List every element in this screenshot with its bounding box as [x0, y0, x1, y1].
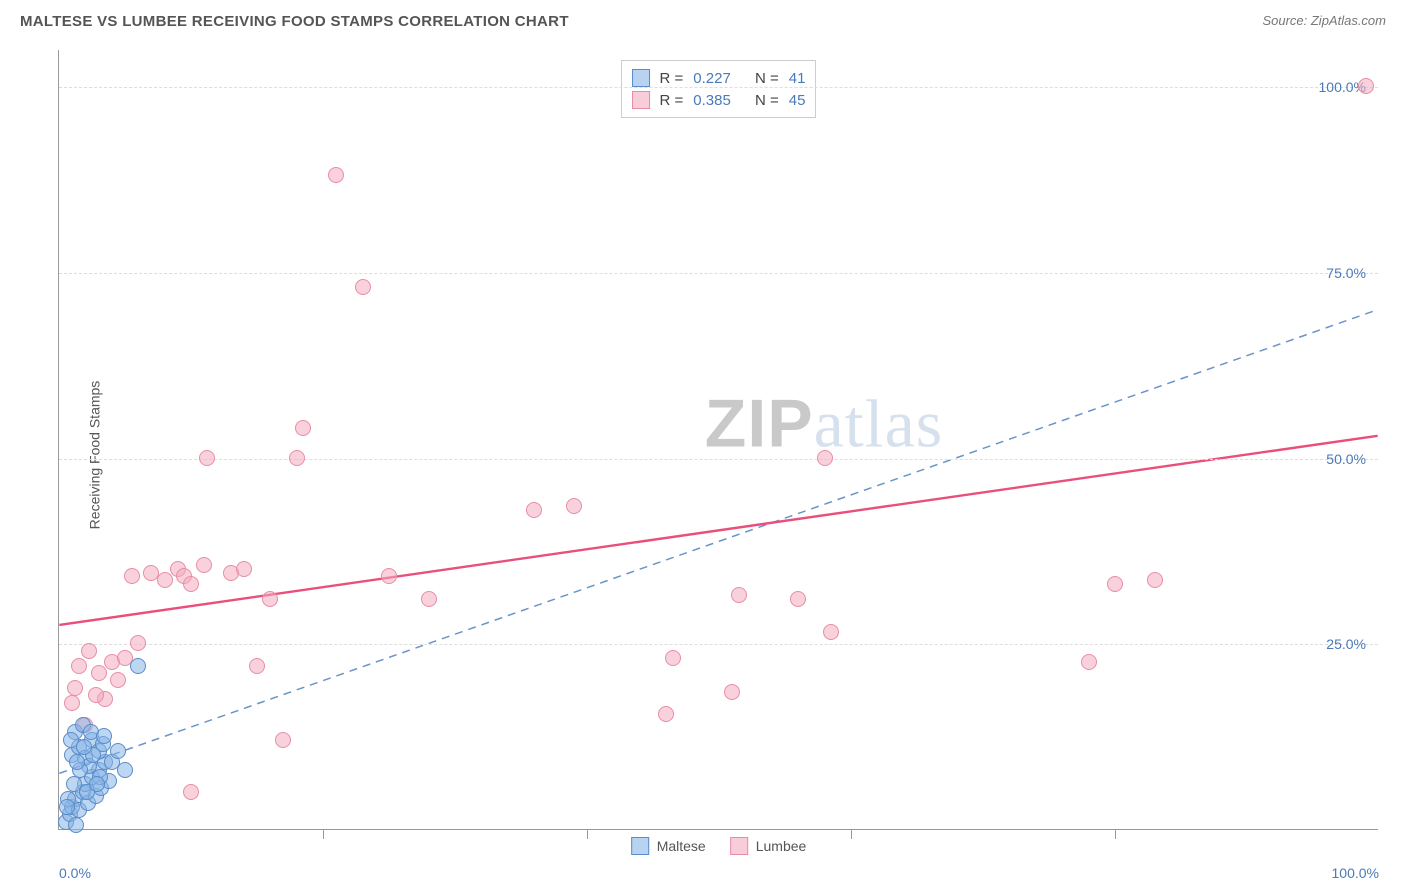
scatter-point-maltese: [110, 743, 126, 759]
x-tick: [323, 829, 324, 839]
chart-area: Receiving Food Stamps ZIPatlas R = 0.227…: [48, 50, 1388, 860]
y-tick-label: 75.0%: [1326, 265, 1366, 281]
scatter-point-lumbee: [91, 665, 107, 681]
legend-item-maltese: Maltese: [631, 837, 706, 855]
x-tick-label: 0.0%: [59, 865, 91, 881]
scatter-point-maltese: [68, 817, 84, 833]
scatter-point-lumbee: [1358, 78, 1374, 94]
scatter-point-lumbee: [183, 576, 199, 592]
scatter-point-lumbee: [328, 167, 344, 183]
scatter-point-maltese: [96, 728, 112, 744]
y-tick-label: 50.0%: [1326, 451, 1366, 467]
x-tick: [1115, 829, 1116, 839]
gridline-h: [59, 87, 1378, 88]
scatter-point-lumbee: [64, 695, 80, 711]
scatter-point-lumbee: [355, 279, 371, 295]
lumbee-r-value: 0.385: [693, 92, 731, 109]
scatter-point-lumbee: [81, 643, 97, 659]
scatter-point-lumbee: [88, 687, 104, 703]
x-tick: [851, 829, 852, 839]
scatter-point-lumbee: [67, 680, 83, 696]
scatter-point-maltese: [76, 739, 92, 755]
legend-stats-row-lumbee: R = 0.385 N = 45: [632, 89, 806, 111]
legend-bottom: Maltese Lumbee: [631, 837, 807, 855]
scatter-point-lumbee: [183, 784, 199, 800]
source-label: Source:: [1262, 13, 1310, 28]
scatter-point-lumbee: [289, 450, 305, 466]
scatter-point-lumbee: [790, 591, 806, 607]
r-label: R =: [660, 70, 684, 87]
swatch-blue-icon: [631, 837, 649, 855]
scatter-point-lumbee: [275, 732, 291, 748]
scatter-point-lumbee: [199, 450, 215, 466]
scatter-point-lumbee: [731, 587, 747, 603]
scatter-point-lumbee: [110, 672, 126, 688]
lumbee-n-value: 45: [789, 92, 806, 109]
scatter-point-lumbee: [236, 561, 252, 577]
scatter-point-lumbee: [381, 568, 397, 584]
source-attribution: Source: ZipAtlas.com: [1262, 12, 1386, 30]
legend-stats-row-maltese: R = 0.227 N = 41: [632, 67, 806, 89]
chart-title: MALTESE VS LUMBEE RECEIVING FOOD STAMPS …: [20, 13, 569, 30]
scatter-point-lumbee: [817, 450, 833, 466]
maltese-r-value: 0.227: [693, 70, 731, 87]
trend-line-maltese: [59, 310, 1377, 774]
x-tick: [587, 829, 588, 839]
scatter-point-lumbee: [1107, 576, 1123, 592]
r-label: R =: [660, 92, 684, 109]
scatter-point-lumbee: [196, 557, 212, 573]
scatter-point-maltese: [69, 754, 85, 770]
scatter-point-maltese: [89, 776, 105, 792]
n-label: N =: [755, 70, 779, 87]
trend-lines: [59, 50, 1378, 829]
legend-lumbee-label: Lumbee: [756, 838, 807, 854]
swatch-pink-icon: [730, 837, 748, 855]
swatch-pink-icon: [632, 91, 650, 109]
scatter-point-lumbee: [157, 572, 173, 588]
scatter-point-lumbee: [124, 568, 140, 584]
source-value: ZipAtlas.com: [1311, 13, 1386, 28]
gridline-h: [59, 273, 1378, 274]
scatter-point-maltese: [117, 762, 133, 778]
scatter-point-lumbee: [249, 658, 265, 674]
scatter-point-lumbee: [421, 591, 437, 607]
scatter-point-maltese: [59, 799, 75, 815]
legend-maltese-label: Maltese: [657, 838, 706, 854]
legend-item-lumbee: Lumbee: [730, 837, 807, 855]
scatter-point-lumbee: [1147, 572, 1163, 588]
x-tick-label: 100.0%: [1332, 865, 1379, 881]
scatter-point-lumbee: [295, 420, 311, 436]
scatter-point-maltese: [130, 658, 146, 674]
gridline-h: [59, 459, 1378, 460]
scatter-point-lumbee: [665, 650, 681, 666]
gridline-h: [59, 644, 1378, 645]
scatter-point-lumbee: [566, 498, 582, 514]
y-tick-label: 25.0%: [1326, 636, 1366, 652]
scatter-point-lumbee: [823, 624, 839, 640]
scatter-point-lumbee: [526, 502, 542, 518]
maltese-n-value: 41: [789, 70, 806, 87]
trend-line-lumbee: [59, 436, 1377, 625]
plot-region: ZIPatlas R = 0.227 N = 41 R = 0.385 N = …: [58, 50, 1378, 830]
legend-stats-box: R = 0.227 N = 41 R = 0.385 N = 45: [621, 60, 817, 118]
scatter-point-lumbee: [71, 658, 87, 674]
scatter-point-lumbee: [262, 591, 278, 607]
n-label: N =: [755, 92, 779, 109]
scatter-point-lumbee: [658, 706, 674, 722]
scatter-point-lumbee: [130, 635, 146, 651]
scatter-point-lumbee: [1081, 654, 1097, 670]
swatch-blue-icon: [632, 69, 650, 87]
scatter-point-lumbee: [724, 684, 740, 700]
